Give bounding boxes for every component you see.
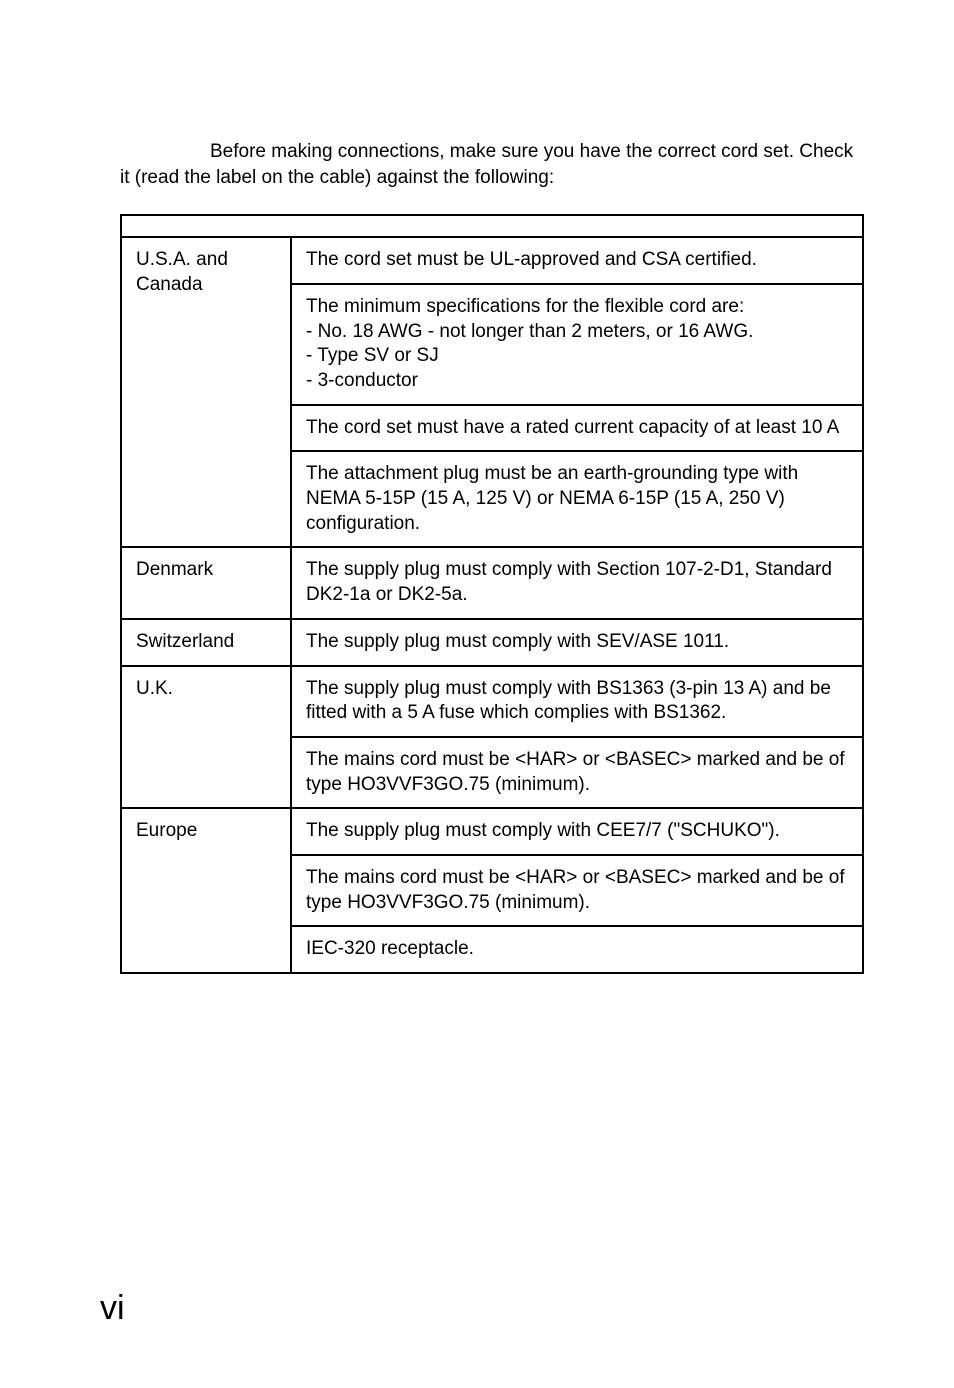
intro-paragraph: Before making connections, make sure you…: [120, 139, 864, 190]
page: Before making connections, make sure you…: [0, 0, 954, 1388]
page-number: vi: [100, 1289, 125, 1328]
detail-cell: The supply plug must comply with CEE7/7 …: [291, 808, 863, 855]
table-header-cell: [121, 215, 863, 237]
country-cell-usa-canada: U.S.A. and Canada: [121, 237, 291, 547]
cord-spec-table: U.S.A. and Canada The cord set must be U…: [120, 214, 864, 974]
table-row: Denmark The supply plug must comply with…: [121, 547, 863, 618]
detail-cell: IEC-320 receptacle.: [291, 926, 863, 973]
country-cell-europe: Europe: [121, 808, 291, 973]
country-cell-denmark: Denmark: [121, 547, 291, 618]
detail-cell: The supply plug must comply with BS1363 …: [291, 666, 863, 737]
country-cell-switzerland: Switzerland: [121, 619, 291, 666]
table-row: U.K. The supply plug must comply with BS…: [121, 666, 863, 737]
detail-cell: The cord set must be UL-approved and CSA…: [291, 237, 863, 284]
country-cell-uk: U.K.: [121, 666, 291, 809]
detail-cell: The attachment plug must be an earth-gro…: [291, 451, 863, 547]
table-empty-header: [121, 215, 863, 237]
detail-cell: The supply plug must comply with Section…: [291, 547, 863, 618]
table-row: Switzerland The supply plug must comply …: [121, 619, 863, 666]
detail-cell: The supply plug must comply with SEV/ASE…: [291, 619, 863, 666]
detail-cell: The mains cord must be <HAR> or <BASEC> …: [291, 737, 863, 808]
table-row: Europe The supply plug must comply with …: [121, 808, 863, 855]
detail-cell: The cord set must have a rated current c…: [291, 405, 863, 452]
table-row: U.S.A. and Canada The cord set must be U…: [121, 237, 863, 284]
detail-cell: The mains cord must be <HAR> or <BASEC> …: [291, 855, 863, 926]
detail-cell: The minimum specifications for the flexi…: [291, 284, 863, 405]
